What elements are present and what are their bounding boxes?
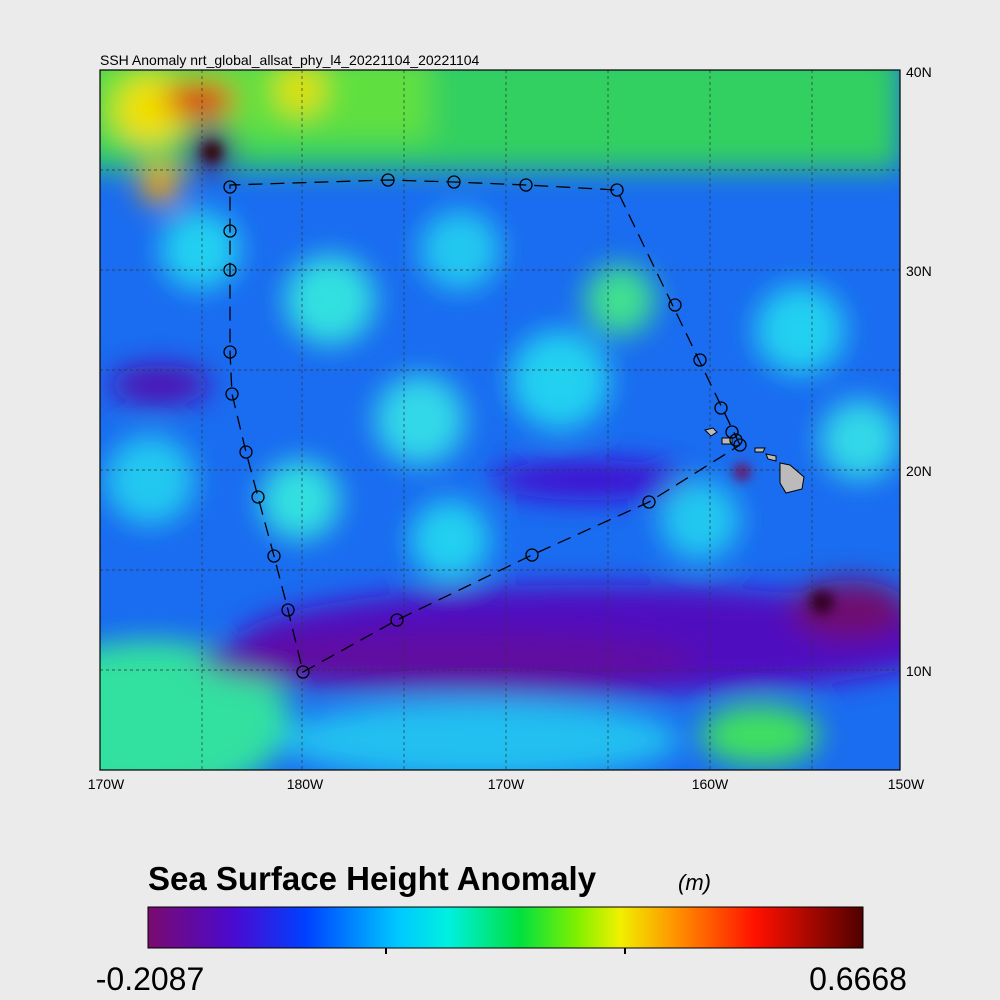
lon-label: 180W	[287, 776, 324, 792]
lon-label: 150W	[888, 776, 925, 792]
colorbar-max: 0.6668	[809, 961, 907, 997]
storm-track	[223, 173, 747, 679]
ssh-field	[100, 70, 900, 770]
colorbar-ticks	[385, 948, 626, 954]
graticule	[100, 70, 900, 770]
lat-label: 40N	[906, 64, 932, 80]
lon-label: 170W	[88, 776, 125, 792]
colorbar-min: -0.2087	[96, 961, 205, 997]
lat-label: 20N	[906, 463, 932, 479]
colorbar	[147, 906, 864, 949]
map-title: SSH Anomaly nrt_global_allsat_phy_l4_202…	[100, 52, 480, 68]
colorbar-unit: (m)	[678, 870, 711, 895]
lon-label: 160W	[692, 776, 729, 792]
colorbar-title: Sea Surface Height Anomaly	[148, 860, 597, 897]
map-frame	[99, 69, 901, 771]
lat-label: 10N	[906, 663, 932, 679]
hawaii-islands	[704, 427, 805, 494]
lat-label: 30N	[906, 263, 932, 279]
lon-label: 170W	[488, 776, 525, 792]
